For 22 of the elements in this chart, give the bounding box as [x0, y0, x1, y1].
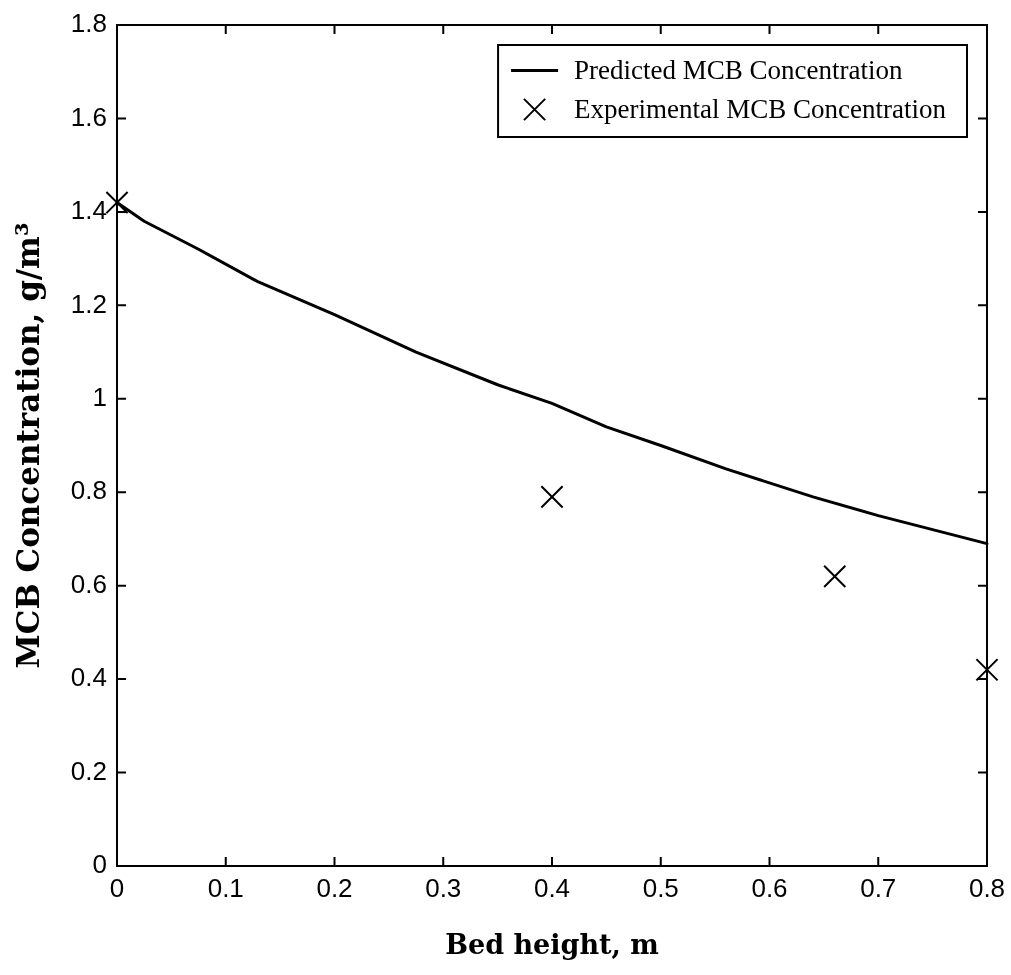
x-tick-label: 0.6 — [751, 872, 788, 903]
y-tick-label: 0.4 — [70, 662, 107, 693]
x-tick-label: 0.8 — [968, 872, 1006, 903]
y-tick-label: 0.2 — [70, 755, 107, 786]
y-tick-label: 0.6 — [70, 568, 107, 599]
y-tick-label: 0.8 — [70, 475, 107, 506]
y-axis-title: MCB Concentration, g/m³ — [9, 222, 46, 669]
y-tick-label: 1.8 — [70, 8, 107, 39]
legend-label: Predicted MCB Concentration — [574, 54, 904, 85]
x-tick-label: 0.1 — [207, 872, 244, 903]
x-tick-label: 0.7 — [860, 872, 897, 903]
x-tick-label: 0.4 — [533, 872, 571, 903]
y-tick-label: 1.6 — [70, 101, 107, 132]
legend-label: Experimental MCB Concentration — [574, 93, 947, 124]
x-tick-label: 0.3 — [425, 872, 462, 903]
y-tick-label: 0 — [92, 849, 107, 880]
y-tick-label: 1.4 — [70, 195, 107, 226]
y-tick-label: 1.2 — [70, 288, 107, 319]
y-tick-label: 1 — [92, 381, 107, 412]
x-tick-label: 0.2 — [316, 872, 353, 903]
x-tick-label: 0.5 — [642, 872, 679, 903]
x-axis-title: Bed height, m — [445, 928, 659, 960]
